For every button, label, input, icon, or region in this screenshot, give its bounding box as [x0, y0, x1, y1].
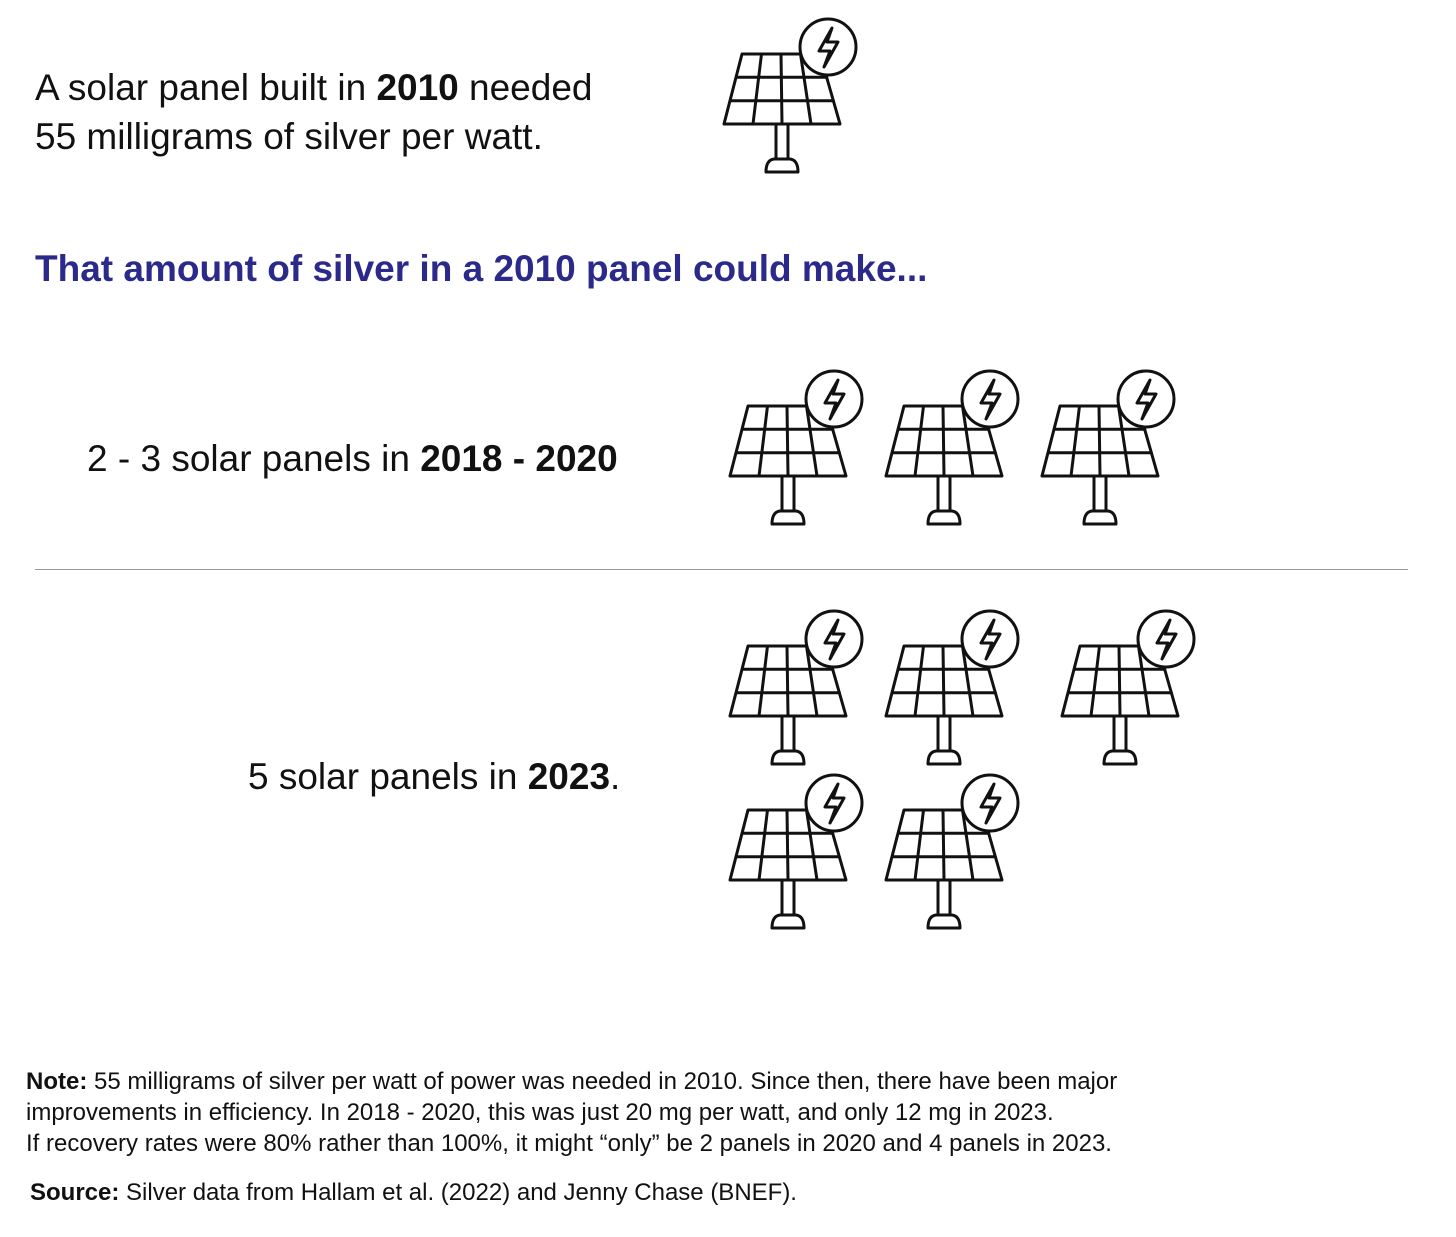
note-line-1: Note: 55 milligrams of silver per watt o… [26, 1068, 1118, 1095]
row-2018-2020-label: 2 - 3 solar panels in 2018 - 2020 [87, 435, 618, 483]
solar-panel-icon [722, 17, 858, 174]
note-label: Note: [26, 1068, 88, 1095]
section-heading: That amount of silver in a 2010 panel co… [35, 248, 928, 289]
solar-panel-icon [728, 369, 864, 526]
row-2-text: 5 solar panels in [248, 756, 528, 797]
row-1-years: 2018 - 2020 [420, 438, 618, 479]
intro-line-1: A solar panel built in 2010 needed [35, 64, 593, 112]
row-2-year: 2023 [527, 756, 611, 797]
note-line-3: If recovery rates were 80% rather than 1… [26, 1130, 1112, 1157]
solar-panel-icon [728, 609, 864, 766]
intro-text-end: needed [458, 67, 593, 108]
source-line: Source: Silver data from Hallam et al. (… [30, 1179, 797, 1206]
note-line-2: improvements in efficiency. In 2018 - 20… [26, 1099, 1054, 1126]
intro-text: A solar panel built in [35, 67, 377, 108]
row-1-text: 2 - 3 solar panels in [87, 438, 421, 479]
intro-year: 2010 [376, 67, 459, 108]
intro-line-2: 55 milligrams of silver per watt. [35, 116, 543, 157]
row-2023-label: 5 solar panels in 2023. [248, 756, 621, 797]
solar-panel-icon [884, 609, 1020, 766]
divider [35, 569, 1408, 570]
solar-panel-icon [1060, 609, 1196, 766]
solar-panel-icon [884, 369, 1020, 526]
source-label: Source: [30, 1179, 120, 1206]
solar-panel-icon [884, 773, 1020, 930]
solar-panel-icon [728, 773, 864, 930]
solar-panel-icon [1040, 369, 1176, 526]
